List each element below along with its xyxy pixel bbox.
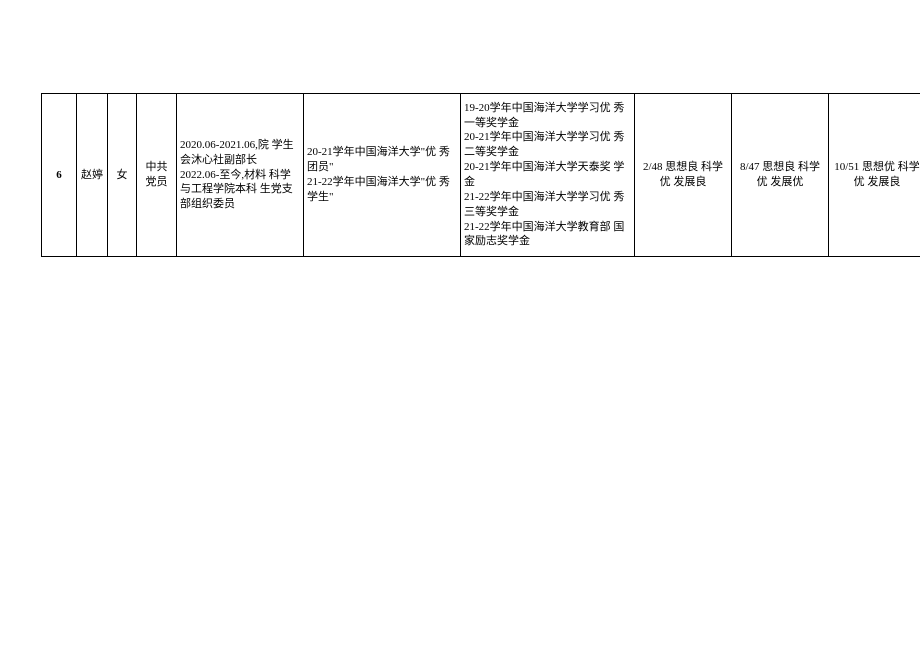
table-row: 6 赵婷 女 中共 党员 2020.06-2021.06,院 学生会沐心社副部长… <box>42 94 920 257</box>
cell-rank-c: 10/51 思想优 科学优 发展良 <box>829 94 920 257</box>
cell-awards: 19-20学年中国海洋大学学习优 秀一等奖学金20-21学年中国海洋大学学习优 … <box>461 94 635 257</box>
cell-rank-b: 8/47 思想良 科学优 发展优 <box>732 94 829 257</box>
cell-index: 6 <box>42 94 77 257</box>
student-table: 6 赵婷 女 中共 党员 2020.06-2021.06,院 学生会沐心社副部长… <box>41 93 920 257</box>
page: 6 赵婷 女 中共 党员 2020.06-2021.06,院 学生会沐心社副部长… <box>0 0 920 651</box>
cell-positions: 2020.06-2021.06,院 学生会沐心社副部长2022.06-至今,材料… <box>177 94 304 257</box>
cell-honors: 20-21学年中国海洋大学"优 秀团员"21-22学年中国海洋大学"优 秀学生" <box>304 94 461 257</box>
cell-rank-a: 2/48 思想良 科学优 发展良 <box>635 94 732 257</box>
cell-political: 中共 党员 <box>137 94 177 257</box>
cell-name: 赵婷 <box>77 94 108 257</box>
cell-gender: 女 <box>108 94 137 257</box>
